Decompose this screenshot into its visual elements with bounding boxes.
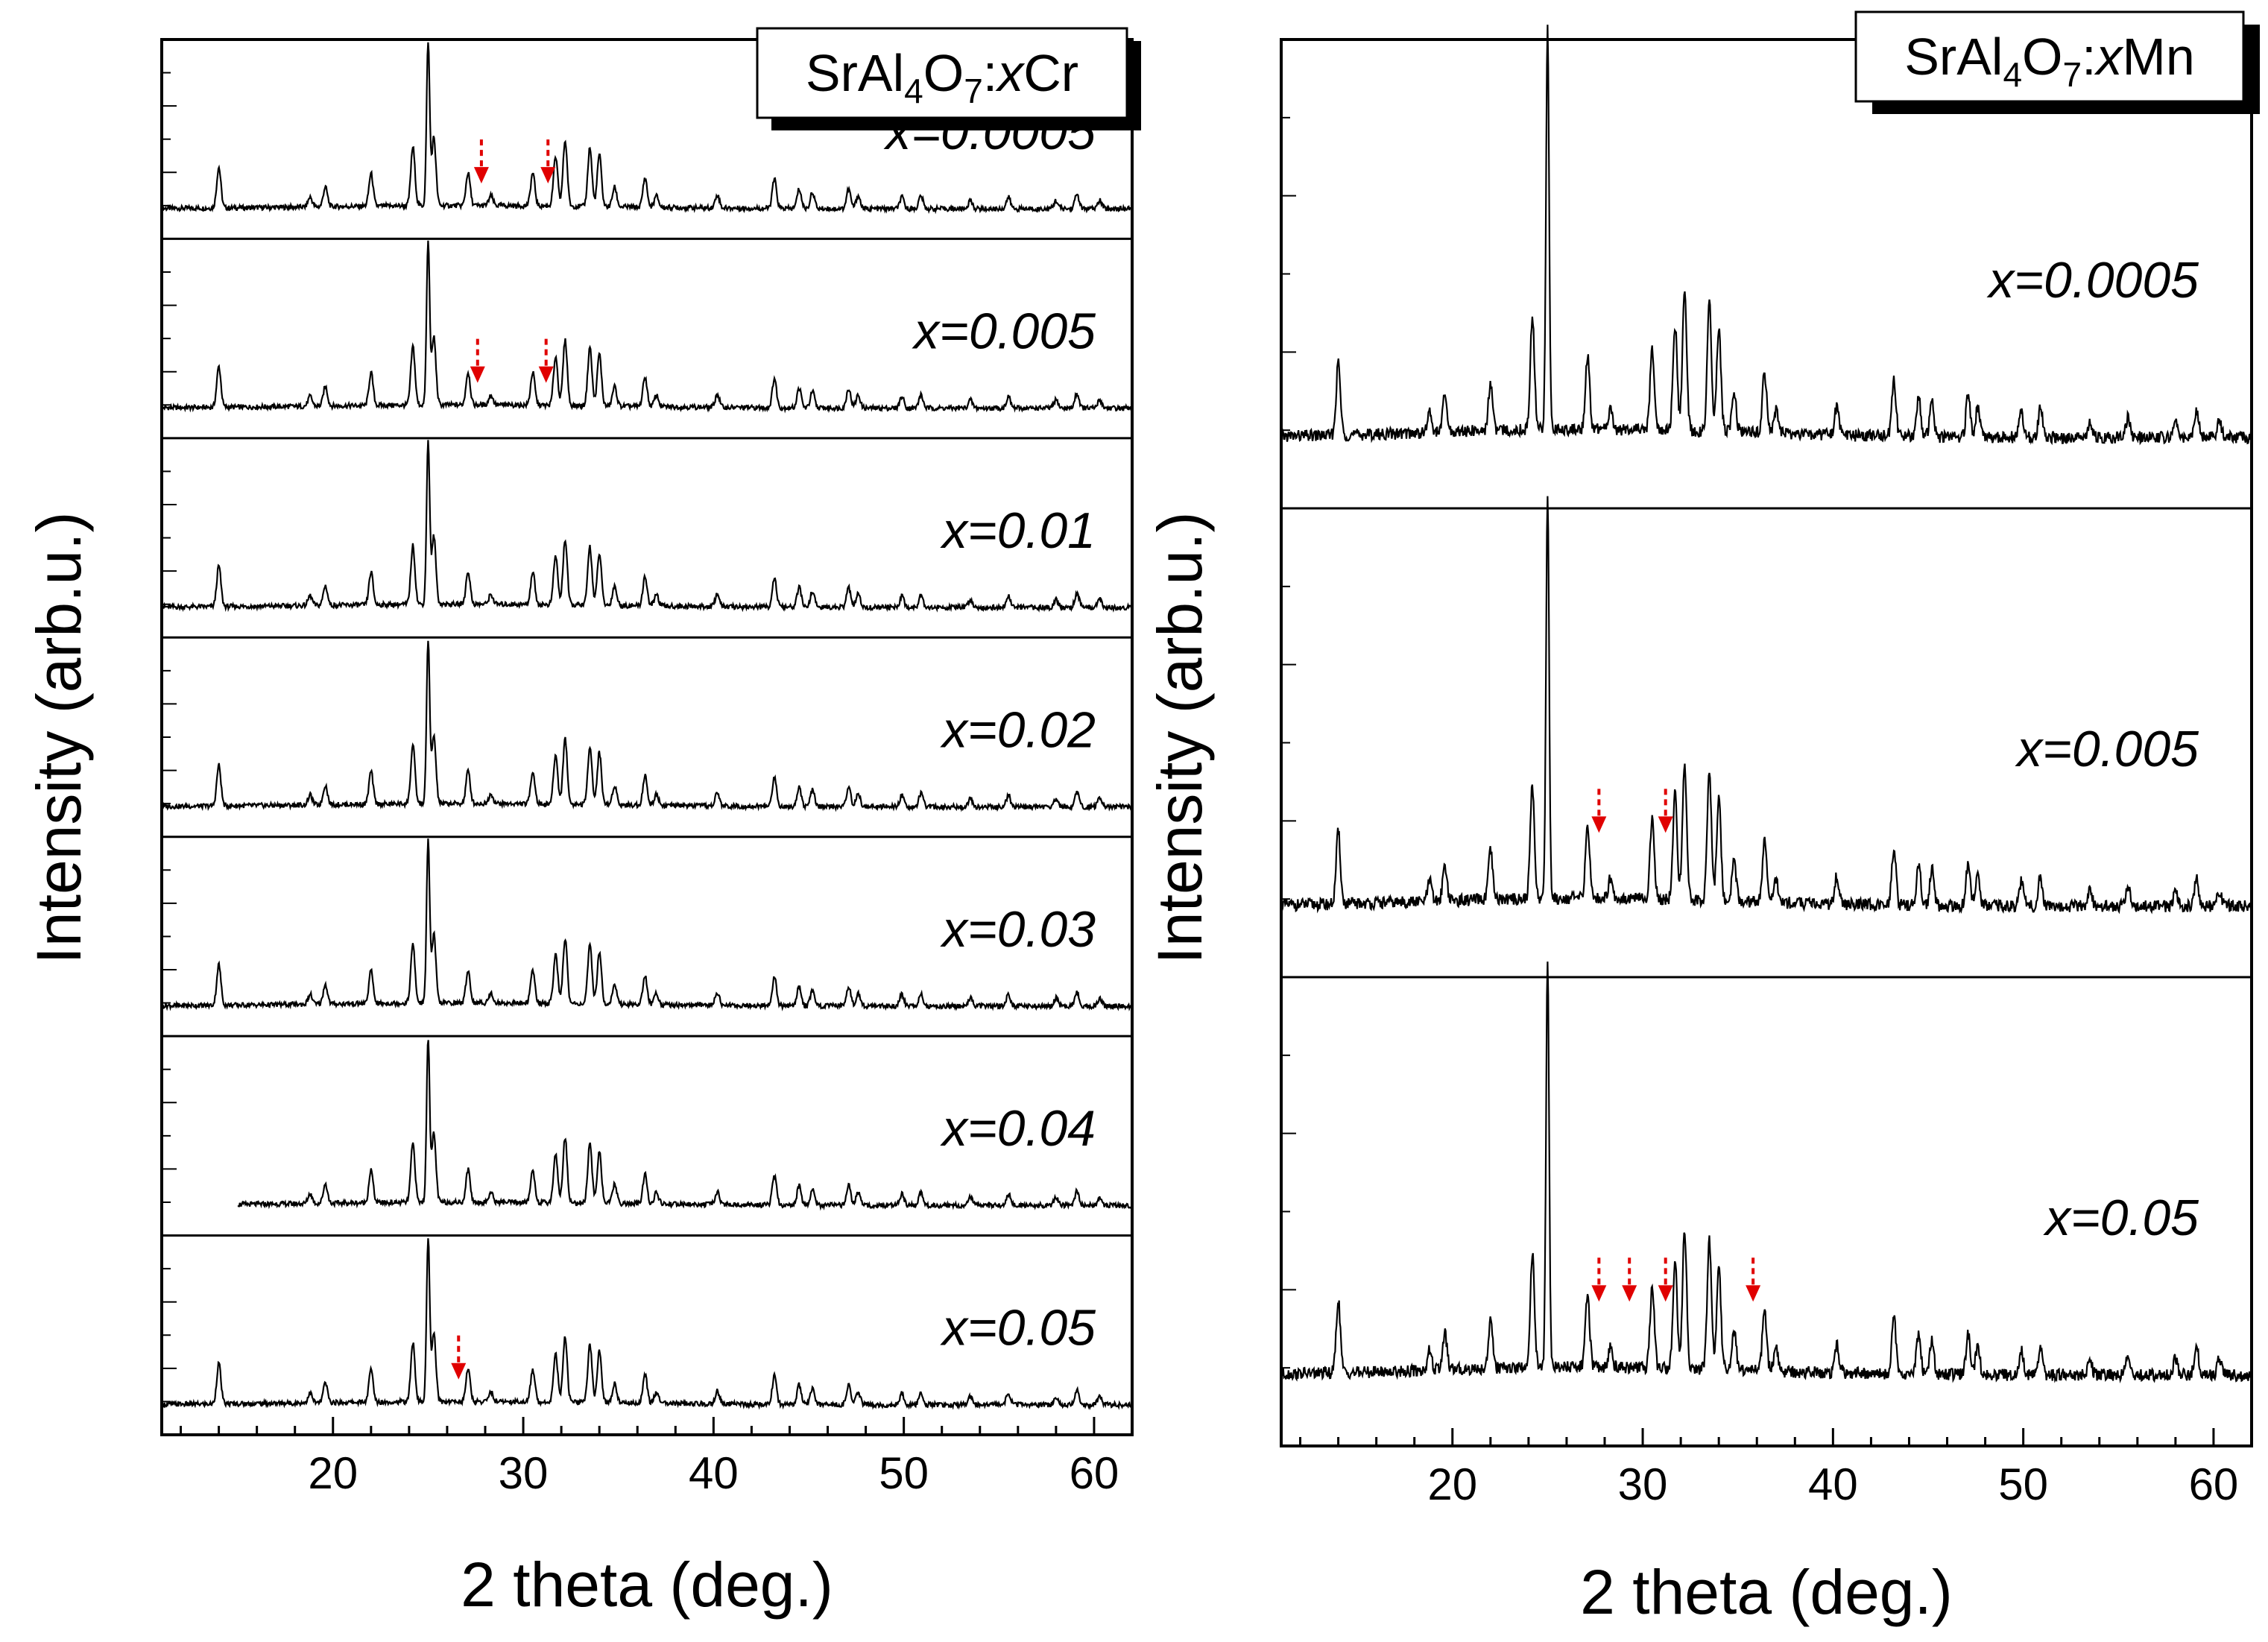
- cr-series-label-2: x=0.01: [940, 502, 1096, 559]
- cr-xtick-label-2: 40: [689, 1448, 739, 1498]
- cr-pattern-1: x=0.005: [160, 237, 1133, 414]
- cr-legend-box: SrAl4O7:xCr: [756, 27, 1141, 130]
- cr-trace-0: [160, 42, 1133, 215]
- cr-pattern-5: x=0.04: [162, 1035, 1132, 1211]
- cr-series-label-3: x=0.02: [940, 701, 1096, 758]
- cr-legend-mid: O: [923, 44, 964, 102]
- mn-impurity-arrowhead-2-0: [1591, 1285, 1607, 1302]
- cr-legend-sep: :: [983, 44, 997, 102]
- cr-x-axis-title: 2 theta (deg.): [461, 1550, 833, 1620]
- mn-trace-0: [1280, 25, 2252, 446]
- mn-legend-var: x: [2094, 28, 2125, 86]
- mn-legend-sep: :: [2082, 28, 2096, 86]
- cr-legend-base: SrAl: [806, 44, 904, 102]
- mn-stacked-patterns: x=0.0005 x=0.005 x=0.05: [1280, 25, 2252, 1384]
- cr-legend-sub2: 7: [964, 72, 983, 110]
- cr-impurity-arrowhead-0-0: [473, 167, 489, 184]
- mn-impurity-arrowhead-2-1: [1622, 1285, 1637, 1302]
- mn-series-label-0: x=0.0005: [1986, 252, 2199, 309]
- cr-trace-5: [237, 1040, 1132, 1211]
- cr-series-label-4: x=0.03: [940, 901, 1096, 958]
- mn-legend-sub2: 7: [2063, 55, 2082, 94]
- cr-pattern-3: x=0.02: [161, 636, 1133, 812]
- mn-x-axis: 20 30 40 50 60: [1299, 1428, 2253, 1509]
- cr-xtick-label-1: 30: [499, 1448, 549, 1498]
- mn-y-axis-title: Intensity (arb.u.): [1145, 512, 1215, 964]
- mn-legend-mid: O: [2022, 28, 2062, 86]
- mn-impurity-arrowhead-2-3: [1746, 1285, 1761, 1302]
- mn-trace-2: [1280, 961, 2252, 1384]
- mn-legend-base: SrAl: [1904, 28, 2003, 86]
- cr-legend-frame: [756, 27, 1128, 119]
- mn-xtick-label-0: 20: [1427, 1459, 1477, 1509]
- cr-stacked-patterns: x=0.0005x=0.005x=0.01x=0.02x=0.03x=0.04x…: [160, 42, 1133, 1410]
- mn-legend-box: SrAl4O7:xMn: [1854, 10, 2260, 114]
- cr-trace-4: [160, 839, 1133, 1011]
- cr-legend-sub1: 4: [904, 72, 923, 110]
- mn-impurity-arrowhead-1-0: [1591, 816, 1607, 833]
- mn-legend-dopant: Mn: [2123, 28, 2195, 86]
- cr-y-axis-title: Intensity (arb.u.): [24, 512, 94, 964]
- mn-xtick-label-1: 30: [1618, 1459, 1668, 1509]
- cr-legend-label: SrAl4O7:xCr: [806, 44, 1078, 110]
- mn-x-axis-title: 2 theta (deg.): [1580, 1557, 1953, 1627]
- cr-impurity-arrowhead-1-1: [538, 366, 554, 383]
- mn-legend-frame: [1854, 10, 2245, 103]
- cr-xrd-panel: x=0.0005x=0.005x=0.01x=0.02x=0.03x=0.04x…: [24, 27, 1141, 1620]
- cr-trace-6: [161, 1238, 1133, 1410]
- cr-impurity-arrowhead-1-0: [470, 366, 485, 383]
- cr-legend-dopant: Cr: [1023, 44, 1078, 102]
- cr-xtick-label-3: 50: [879, 1448, 929, 1498]
- cr-pattern-2: x=0.01: [161, 437, 1133, 613]
- cr-pattern-4: x=0.03: [160, 836, 1133, 1011]
- mn-pattern-2: x=0.05: [1280, 961, 2252, 1384]
- mn-legend-label: SrAl4O7:xMn: [1904, 28, 2195, 94]
- cr-x-axis: 20 30 40 50 60: [180, 1417, 1134, 1498]
- mn-xtick-label-3: 50: [1998, 1459, 2048, 1509]
- cr-trace-2: [161, 440, 1133, 613]
- cr-series-label-1: x=0.005: [912, 303, 1096, 360]
- mn-xtick-label-2: 40: [1808, 1459, 1858, 1509]
- mn-plot-frame: [1280, 38, 2253, 1447]
- cr-trace-1: [160, 240, 1133, 414]
- mn-xrd-panel: x=0.0005 x=0.005 x=0.05 20 30 40 50 60 SrAl4O7…: [1145, 10, 2260, 1627]
- mn-legend-sub1: 4: [2003, 55, 2022, 94]
- cr-plot-frame: [160, 38, 1134, 1436]
- mn-xtick-label-4: 60: [2189, 1459, 2239, 1509]
- cr-xtick-label-4: 60: [1070, 1448, 1119, 1498]
- mn-pattern-0: x=0.0005: [1280, 25, 2252, 446]
- mn-trace-1: [1280, 496, 2252, 915]
- cr-pattern-6: x=0.05: [161, 1234, 1133, 1410]
- cr-trace-3: [161, 640, 1133, 812]
- mn-impurity-arrowhead-1-1: [1658, 816, 1673, 833]
- mn-impurity-arrowhead-2-2: [1658, 1285, 1673, 1302]
- cr-xtick-label-0: 20: [308, 1448, 358, 1498]
- mn-pattern-1: x=0.005: [1280, 496, 2252, 915]
- cr-impurity-arrowhead-6-0: [451, 1362, 467, 1380]
- cr-series-label-6: x=0.05: [940, 1300, 1096, 1357]
- cr-legend-var: x: [995, 44, 1026, 102]
- cr-series-label-5: x=0.04: [940, 1100, 1096, 1157]
- cr-impurity-arrowhead-0-1: [540, 167, 556, 184]
- mn-series-label-1: x=0.005: [2015, 721, 2199, 777]
- mn-series-label-2: x=0.05: [2043, 1190, 2199, 1246]
